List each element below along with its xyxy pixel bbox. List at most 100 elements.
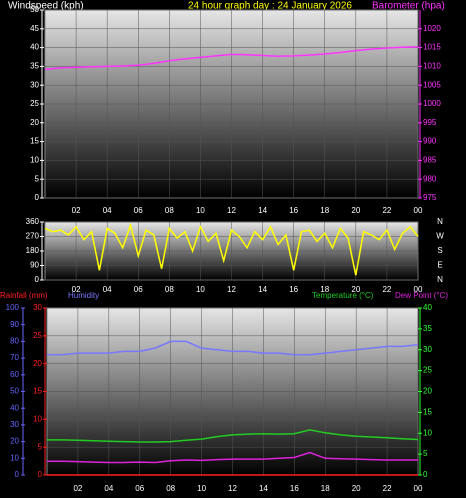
x-tick-label: 02 bbox=[72, 206, 81, 215]
x-tick-label: 22 bbox=[382, 206, 391, 215]
y-tick-label: 180 bbox=[26, 246, 40, 255]
x-tick-label: 08 bbox=[165, 206, 174, 215]
y-tick-label: 10 bbox=[30, 156, 39, 165]
y-tick-label: 1015 bbox=[423, 43, 441, 52]
x-tick-label: 04 bbox=[103, 285, 112, 294]
y-tick-label: 0 bbox=[15, 470, 20, 479]
y-tick-label: 5 bbox=[38, 442, 43, 451]
x-tick-label: 14 bbox=[258, 206, 267, 215]
y-tick-label: 50 bbox=[10, 387, 19, 396]
compass-label: S bbox=[437, 246, 442, 255]
x-tick-label: 12 bbox=[227, 206, 236, 215]
legend-entry: Humidity bbox=[68, 291, 99, 300]
x-tick-label: 18 bbox=[321, 484, 330, 493]
y-tick-label: 45 bbox=[30, 24, 39, 33]
y-tick-label: 0 bbox=[423, 470, 428, 479]
x-tick-label: 04 bbox=[104, 484, 113, 493]
x-tick-label: 12 bbox=[228, 484, 237, 493]
y-tick-label: 0 bbox=[38, 470, 43, 479]
y-tick-label: 60 bbox=[10, 370, 19, 379]
x-tick-label: 20 bbox=[352, 484, 361, 493]
x-tick-label: 18 bbox=[320, 206, 329, 215]
y-tick-label: 80 bbox=[10, 337, 19, 346]
y-tick-label: 985 bbox=[423, 156, 437, 165]
axis-label: Barometer (hpa) bbox=[372, 1, 445, 12]
y-tick-label: 10 bbox=[423, 428, 432, 437]
x-tick-label: 02 bbox=[72, 285, 81, 294]
y-tick-label: 40 bbox=[30, 43, 39, 52]
y-tick-label: 995 bbox=[423, 118, 437, 127]
y-tick-label: 35 bbox=[30, 62, 39, 71]
y-tick-label: 1000 bbox=[423, 99, 441, 108]
x-tick-label: 00 bbox=[414, 484, 423, 493]
x-tick-label: 10 bbox=[196, 285, 205, 294]
y-tick-label: 40 bbox=[10, 403, 19, 412]
x-tick-label: 06 bbox=[134, 206, 143, 215]
x-tick-label: 14 bbox=[259, 484, 268, 493]
y-tick-label: 10 bbox=[33, 414, 42, 423]
y-tick-label: 25 bbox=[30, 99, 39, 108]
y-tick-label: 5 bbox=[423, 449, 428, 458]
x-tick-label: 04 bbox=[103, 206, 112, 215]
x-tick-label: 22 bbox=[382, 285, 391, 294]
x-tick-label: 20 bbox=[351, 285, 360, 294]
y-tick-label: 5 bbox=[35, 174, 40, 183]
y-tick-label: 15 bbox=[30, 137, 39, 146]
y-tick-label: 0 bbox=[35, 275, 40, 284]
data-line bbox=[47, 429, 419, 443]
y-tick-label: 100 bbox=[6, 303, 20, 312]
y-tick-label: 90 bbox=[10, 320, 19, 329]
x-tick-label: 16 bbox=[289, 206, 298, 215]
x-tick-label: 06 bbox=[134, 285, 143, 294]
axis-label: Windspeed (kph) bbox=[8, 1, 84, 12]
x-tick-label: 16 bbox=[289, 285, 298, 294]
y-tick-label: 1010 bbox=[423, 62, 441, 71]
y-tick-label: 90 bbox=[30, 261, 39, 270]
y-tick-label: 20 bbox=[33, 359, 42, 368]
x-tick-label: 10 bbox=[197, 484, 206, 493]
y-tick-label: 30 bbox=[423, 345, 432, 354]
x-tick-label: 18 bbox=[320, 285, 329, 294]
y-tick-label: 25 bbox=[423, 366, 432, 375]
legend-entry: Temperature (°C) bbox=[312, 291, 374, 300]
x-tick-label: 06 bbox=[135, 484, 144, 493]
y-tick-label: 15 bbox=[423, 407, 432, 416]
x-tick-label: 08 bbox=[165, 285, 174, 294]
data-line bbox=[44, 46, 419, 71]
y-tick-label: 0 bbox=[35, 193, 40, 202]
y-tick-label: 20 bbox=[423, 387, 432, 396]
x-tick-label: 12 bbox=[227, 285, 236, 294]
x-tick-label: 02 bbox=[73, 484, 82, 493]
y-tick-label: 70 bbox=[10, 353, 19, 362]
x-tick-label: 22 bbox=[383, 484, 392, 493]
x-tick-label: 08 bbox=[166, 484, 175, 493]
y-tick-label: 1005 bbox=[423, 80, 441, 89]
legend-entry: Rainfall (mm) bbox=[0, 291, 48, 300]
data-line bbox=[47, 451, 418, 464]
data-line bbox=[44, 222, 419, 276]
x-tick-label: 14 bbox=[258, 285, 267, 294]
y-tick-label: 10 bbox=[10, 453, 19, 462]
y-tick-label: 980 bbox=[423, 174, 437, 183]
y-tick-label: 35 bbox=[423, 324, 432, 333]
x-tick-label: 00 bbox=[414, 285, 423, 294]
compass-label: W bbox=[436, 232, 444, 241]
y-tick-label: 30 bbox=[10, 420, 19, 429]
compass-label: N bbox=[437, 217, 443, 226]
x-tick-label: 16 bbox=[290, 484, 299, 493]
y-tick-label: 25 bbox=[33, 331, 42, 340]
y-tick-label: 990 bbox=[423, 137, 437, 146]
x-tick-label: 00 bbox=[414, 206, 423, 215]
x-tick-label: 10 bbox=[196, 206, 205, 215]
y-tick-label: 270 bbox=[26, 232, 40, 241]
chart-title: 24 hour graph day : 24 January 2026 bbox=[188, 1, 352, 12]
y-tick-label: 1020 bbox=[423, 24, 441, 33]
compass-label: N bbox=[437, 275, 443, 284]
y-tick-label: 360 bbox=[26, 217, 40, 226]
legend-entry: Dew Point (°C) bbox=[395, 291, 448, 300]
x-tick-label: 20 bbox=[351, 206, 360, 215]
data-line bbox=[47, 340, 419, 356]
y-tick-label: 30 bbox=[33, 303, 42, 312]
y-tick-label: 30 bbox=[30, 80, 39, 89]
